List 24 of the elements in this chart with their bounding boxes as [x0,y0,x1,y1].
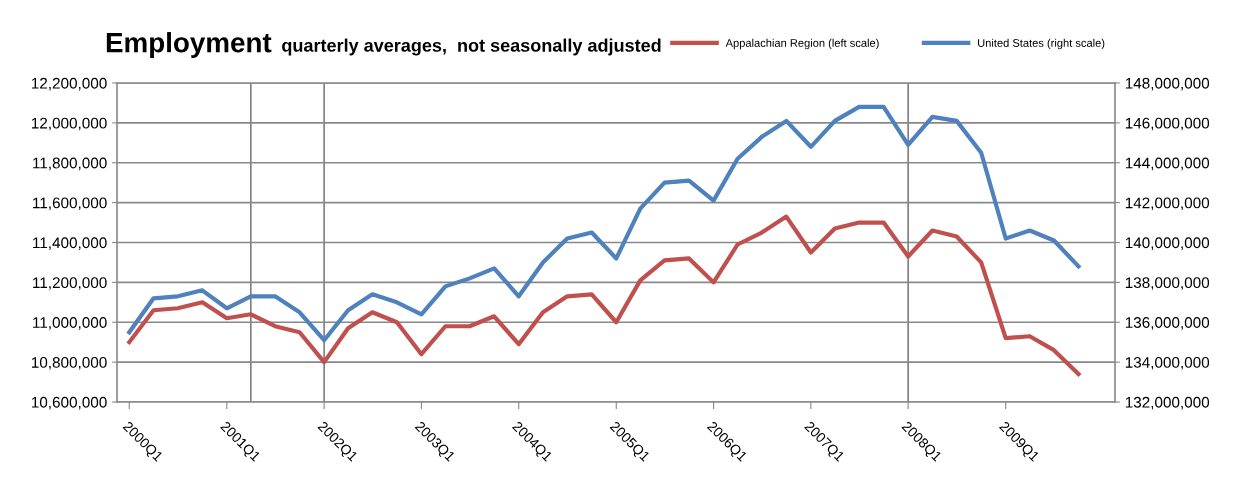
legend-label: United States (right scale) [978,38,1105,50]
y-tick-label: 11,400,000 [33,237,107,250]
chart-title: Employment [106,32,272,58]
y2-tick-label: 136,000,000 [1125,317,1210,330]
y-tick-label: 10,600,000 [31,396,107,410]
y2-tick-label: 142,000,000 [1125,197,1210,211]
y-tick-label: 11,000,000 [33,317,107,330]
y2-tick-label: 148,000,000 [1125,77,1210,91]
y-tick-label: 11,600,000 [33,197,107,211]
y2-tick-label: 146,000,000 [1125,117,1210,131]
y2-tick-label: 132,000,000 [1125,396,1210,410]
y2-tick-label: 134,000,000 [1125,356,1210,370]
y-tick-label: 11,800,000 [33,157,107,171]
y2-tick-label: 138,000,000 [1125,277,1210,290]
y2-tick-label: 144,000,000 [1125,157,1210,171]
y-tick-label: 12,000,000 [31,117,107,131]
y2-tick-label: 140,000,000 [1125,237,1210,250]
y-tick-label: 11,200,000 [33,277,107,290]
y-tick-label: 10,800,000 [31,356,107,370]
chart-subtitle: quarterly averages, not seasonally adjusted [282,38,661,56]
legend-label: Appalachian Region (left scale) [725,38,879,50]
line-series [127,214,1081,377]
y-tick-label: 12,200,000 [31,77,107,91]
line-series [127,104,1081,343]
